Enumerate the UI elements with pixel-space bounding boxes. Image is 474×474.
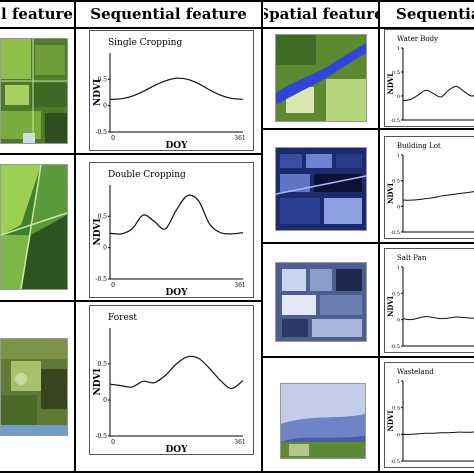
chart-water-body: Water Body 1 0.5 0 -0.5 NDVI: [386, 35, 474, 124]
ndvi-series-line: [109, 77, 244, 100]
ndvi-series-line: [402, 431, 474, 435]
y-tick-label: -0.5: [95, 276, 107, 283]
y-tick-label: 0: [397, 204, 400, 210]
y-tick-label: 0.5: [392, 179, 400, 185]
y-tick-label: -0.5: [390, 459, 400, 465]
y-tick-label: -0.5: [390, 230, 400, 236]
y-tick-label: 1: [397, 265, 400, 271]
chart-building-lot: Building Lot 1 0.5 0 -0.5 NDVI: [386, 142, 474, 236]
y-tick-label: 0.5: [97, 213, 107, 220]
y-tick-label: 0.5: [392, 406, 400, 412]
chart-box: Water Body 1 0.5 0 -0.5 NDVI: [384, 29, 474, 127]
grid-line-top: [0, 0, 474, 2]
header-sequential-feature-right: Sequential f: [396, 4, 474, 23]
y-tick-label: -0.5: [390, 118, 400, 124]
x-axis-label: DOY: [165, 445, 188, 454]
chart-forest: Forest 0.5 0 -0.5 0 361 DOY NDVI: [93, 313, 246, 454]
grid-line-v2: [261, 0, 263, 473]
grid-line-right-row3: [262, 356, 474, 358]
y-tick-label: -0.5: [95, 129, 107, 136]
ndvi-series-line: [109, 194, 244, 235]
double-cropping-image: [0, 164, 68, 290]
y-axis-label: NDVI: [93, 218, 103, 245]
y-tick-label: 0: [103, 245, 107, 252]
grid-line-left-row2: [0, 300, 262, 302]
y-tick-label: 1: [397, 379, 400, 385]
y-tick-label: 0: [103, 397, 107, 404]
salt-pan-image: [275, 262, 367, 342]
x-tick-label: 0: [111, 135, 115, 142]
chart-salt-pan: Salt Pan 1 0.5 0 -0.5 NDVI: [386, 254, 474, 350]
x-axis-label: DOY: [165, 141, 188, 150]
chart-double-cropping: Double Cropping 0.5 0 -0.5 0 361 DOY NDVI: [93, 170, 246, 297]
x-tick-label: 361: [234, 135, 245, 142]
y-tick-label: 0.5: [97, 361, 107, 368]
x-tick-label: 0: [111, 282, 115, 289]
x-tick-label: 361: [234, 439, 245, 446]
x-tick-label: 361: [234, 282, 245, 289]
chart-title: Building Lot: [397, 142, 441, 150]
chart-box: Building Lot 1 0.5 0 -0.5 NDVI: [384, 136, 474, 239]
chart-wasteland: Wasteland 1 0.5 0 -0.5 NDVI: [386, 368, 474, 465]
y-axis-label: NDVI: [386, 183, 395, 204]
y-tick-label: 1: [397, 46, 400, 52]
header-sequential-feature-left: Sequential feature: [90, 4, 247, 23]
y-tick-label: 0.5: [97, 76, 107, 83]
ndvi-series-line: [109, 355, 244, 390]
y-tick-label: -0.5: [390, 344, 400, 350]
ndvi-series-line: [402, 191, 474, 201]
y-axis-label: NDVI: [386, 296, 395, 317]
grid-line-v3: [378, 0, 380, 473]
y-axis-label: NDVI: [93, 368, 103, 395]
chart-single-cropping: Single Cropping 0.5 0 -0.5 0 361 DOY NDVI: [93, 38, 246, 150]
grid-line-bottom: [0, 471, 474, 473]
chart-title: Forest: [108, 313, 137, 323]
ndvi-series-line: [402, 316, 474, 321]
y-tick-label: 0: [397, 318, 400, 324]
forest-image: [0, 338, 68, 436]
grid-line-header: [0, 27, 474, 29]
chart-title: Single Cropping: [108, 38, 182, 48]
chart-title: Water Body: [397, 35, 438, 43]
water-body-image: [275, 34, 367, 122]
single-cropping-image: [0, 38, 68, 144]
chart-box: Wasteland 1 0.5 0 -0.5 NDVI: [384, 362, 474, 468]
chart-box: Double Cropping 0.5 0 -0.5 0 361 DOY NDVI: [89, 162, 254, 298]
grid-line-left-row1: [0, 153, 262, 155]
chart-title: Salt Pan: [397, 254, 427, 262]
x-tick-label: 0: [111, 439, 115, 446]
y-tick-label: 0: [397, 432, 400, 438]
chart-title: Double Cropping: [108, 170, 186, 180]
y-axis-label: NDVI: [386, 410, 395, 431]
y-tick-label: 1: [397, 153, 400, 159]
grid-line-right-row2: [262, 242, 474, 244]
chart-box: Single Cropping 0.5 0 -0.5 0 361 DOY NDVI: [89, 30, 254, 151]
building-lot-image: [275, 147, 367, 231]
grid-line-right-row1: [262, 128, 474, 130]
chart-title: Wasteland: [397, 368, 434, 376]
header-spatial-feature-left: l feature: [1, 4, 73, 23]
y-tick-label: -0.5: [95, 433, 107, 440]
chart-box: Forest 0.5 0 -0.5 0 361 DOY NDVI: [89, 305, 254, 455]
header-spatial-feature-right: Spatial feature: [264, 4, 378, 23]
y-axis-label: NDVI: [386, 73, 395, 94]
grid-line-v1: [74, 0, 76, 473]
y-tick-label: 0: [103, 103, 107, 110]
x-axis-label: DOY: [165, 288, 188, 297]
y-tick-label: 0: [397, 94, 400, 100]
y-tick-label: 0.5: [392, 291, 400, 297]
wasteland-image: [280, 383, 366, 459]
chart-box: Salt Pan 1 0.5 0 -0.5 NDVI: [384, 248, 474, 353]
ndvi-series-line: [402, 85, 474, 102]
y-axis-label: NDVI: [93, 79, 103, 106]
y-tick-label: 0.5: [392, 70, 400, 76]
